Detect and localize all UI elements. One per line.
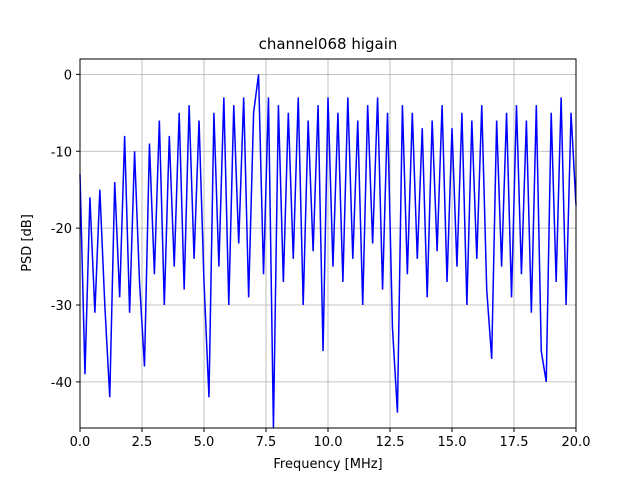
psd-line (79, 74, 577, 429)
x-tick-label: 0.0 (70, 435, 91, 450)
y-tick-label: -30 (51, 299, 72, 314)
y-tick-label: -20 (51, 222, 72, 237)
x-axis-label: Frequency [MHz] (273, 457, 382, 472)
y-axis-label: PSD [dB] (20, 214, 35, 272)
x-tick-label: 10.0 (314, 435, 343, 450)
y-tick-label: 0 (64, 68, 72, 83)
plot-frame (79, 58, 577, 429)
x-tick-label: 17.5 (500, 435, 529, 450)
x-tick-label: 7.5 (256, 435, 277, 450)
x-tick-label: 15.0 (438, 435, 467, 450)
x-tick-label: 12.5 (376, 435, 405, 450)
chart-title: channel068 higain (259, 35, 398, 53)
x-tick-label: 20.0 (562, 435, 591, 450)
y-tick-label: -40 (51, 376, 72, 391)
x-tick-label: 2.5 (132, 435, 153, 450)
y-tick-label: -10 (51, 145, 72, 160)
x-tick-label: 5.0 (194, 435, 215, 450)
